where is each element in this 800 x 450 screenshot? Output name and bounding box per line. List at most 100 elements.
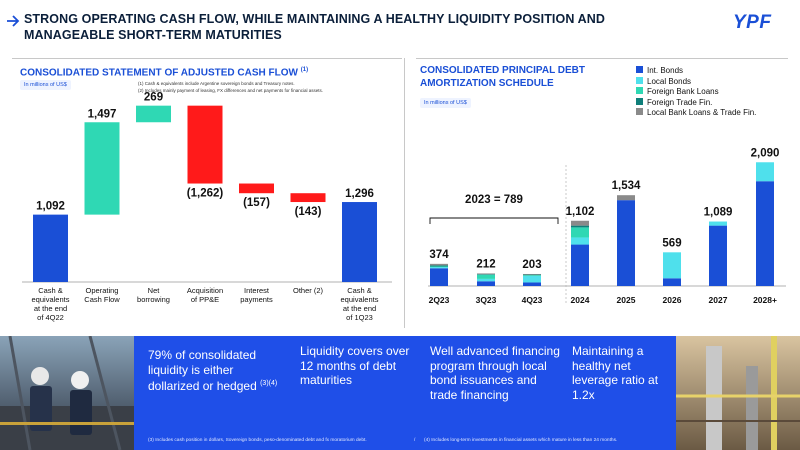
debt-bar-2028-local-bonds [756,162,774,182]
statement-liquidity-coverage: Liquidity covers over 12 months of debt … [300,344,410,387]
debt-category-label: 2028+ [753,295,777,305]
waterfall-value-label: (143) [295,206,322,218]
band-footnote-3: (3) Includes cash position in dollars, S… [148,438,367,443]
statement-liquidity-dollarized: 79% of consolidated liquidity is either … [148,348,288,394]
waterfall-value-label: 1,296 [345,188,374,200]
oil-workers-photo [0,336,134,450]
debt-schedule-units-badge: In millions of US$ [420,98,471,108]
vertical-divider [404,58,405,328]
legend-label: Local Bonds [647,76,692,86]
debt-bar-3q23-int-bonds [477,281,495,286]
debt-bar-2024-foreign-trade-fin [571,225,589,228]
legend-item-int-bonds: Int. Bonds [636,66,683,76]
band-footnote-separator: / [414,438,416,443]
waterfall-category-label: Cash & equivalents at the end of 1Q23 [341,286,379,322]
debt-amortization-chart: 374 2Q23 212 3Q23 203 4Q23 1,102 2024 1,534 2025 5… [428,147,786,305]
debt-bar-2028-int-bonds [756,181,774,286]
waterfall-bar-acquisition-of-pp-e [187,105,223,184]
waterfall-value-label: 1,092 [36,201,65,213]
cash-flow-waterfall-chart: 1,092 Cash & equivalents at the end of 4Q22 1… [22,92,392,322]
debt-bar-3q23-foreign-bank-loans [477,274,495,279]
debt-bar-2024-int-bonds [571,244,589,286]
statement-financing-program: Well advanced financing program through … [430,344,560,402]
debt-bar-2q23-foreign-trade-fin [430,265,448,267]
waterfall-bar-other-2 [290,193,326,203]
arrow-right-icon [7,15,20,27]
debt-bar-2027-int-bonds [709,225,727,286]
debt-bar-2q23-local-bank-loans-trade-fin [430,263,448,266]
waterfall-category-label: Net borrowing [137,286,170,304]
page-title: STRONG OPERATING CASH FLOW, WHILE MAINTA… [24,12,605,42]
debt-bar-2025-local-bank-loans-trade-fin [617,195,635,201]
debt-bar-2q23-foreign-bank-loans [430,266,448,268]
left-section-divider [12,58,402,59]
debt-category-label: 2Q23 [429,295,450,305]
debt-2023-bracket [429,217,559,224]
debt-total-label: 569 [662,237,681,249]
debt-2023-annotation: 2023 = 789 [465,194,523,206]
legend-swatch [636,97,643,105]
refinery-photo [676,336,800,450]
waterfall-category-label: Interest payments [240,286,273,304]
debt-category-label: 4Q23 [522,295,543,305]
waterfall-bar-cash-equivalents-at-the-end-of-4q22 [33,214,68,282]
legend-swatch [636,87,643,94]
debt-bar-2025-int-bonds [617,200,635,286]
waterfall-value-label: (1,262) [187,188,224,200]
debt-category-label: 2026 [663,295,682,305]
debt-category-label: 2025 [617,295,636,305]
waterfall-value-label: 1,497 [88,108,117,120]
statement-liquidity-dollarized-text: 79% of consolidated liquidity is either … [148,348,257,393]
debt-bar-4q23-int-bonds [523,282,541,286]
debt-bar-4q23-foreign-trade-fin [523,274,541,276]
debt-total-label: 1,102 [566,206,595,218]
waterfall-category-label: Operating Cash Flow [84,286,120,304]
legend-item-foreign-bank-loans: Foreign Bank Loans [636,87,719,97]
footnote-2: (2) Includes mainly payment of leasing, … [138,88,324,93]
statement-liquidity-dollarized-note: (3)(4) [260,380,278,387]
right-section-divider [416,58,788,59]
debt-bar-2024-local-bank-loans-trade-fin [571,220,589,226]
debt-total-label: 203 [522,259,541,271]
debt-total-label: 212 [476,258,495,270]
debt-bar-2q23-int-bonds [430,268,448,286]
debt-category-label: 3Q23 [476,295,497,305]
debt-bar-4q23-local-bonds [523,275,541,283]
debt-bar-3q23-foreign-trade-fin [477,274,495,275]
waterfall-bar-operating-cash-flow [84,122,120,215]
waterfall-bar-interest-payments [239,183,274,194]
cash-flow-title: CONSOLIDATED STATEMENT OF ADJUSTED CASH … [20,64,380,79]
debt-category-label: 2027 [709,295,728,305]
legend-swatch [636,66,643,73]
legend-label: Int. Bonds [647,66,684,75]
waterfall-category-label: Cash & equivalents at the end of 4Q22 [32,286,70,322]
ypf-logo: YPF [733,12,772,33]
waterfall-value-label: 269 [144,92,163,104]
debt-bar-3q23-local-bank-loans-trade-fin [477,273,495,275]
statement-net-leverage: Maintaining a healthy net leverage ratio… [572,344,659,402]
debt-bar-4q23-foreign-bank-loans [523,275,541,276]
waterfall-category-label: Acquisition of PP&E [187,286,223,304]
debt-total-label: 1,534 [612,180,641,192]
legend-item-foreign-trade-fin: Foreign Trade Fin. [636,97,713,108]
legend-swatch [636,108,643,115]
waterfall-value-label: (157) [243,197,270,209]
debt-bar-2024-local-bonds [571,237,589,245]
debt-bar-2q23-local-bonds [430,267,448,269]
debt-total-label: 1,089 [704,207,733,219]
debt-total-label: 2,090 [751,147,780,159]
band-footnote-4: (4) Includes long-term investments in fi… [424,438,618,443]
waterfall-bar-cash-equivalents-at-the-end-of-1q23 [342,202,377,282]
legend-label: Local Bank Loans & Trade Fin. [647,108,757,117]
debt-bar-4q23-local-bank-loans-trade-fin [523,273,541,275]
debt-bar-2026-local-bonds [663,252,681,279]
debt-bar-2024-foreign-bank-loans [571,227,589,238]
debt-bar-3q23-local-bonds [477,278,495,282]
waterfall-bar-net-borrowing [136,105,171,123]
cash-flow-title-text: CONSOLIDATED STATEMENT OF ADJUSTED CASH … [20,67,298,79]
cash-flow-title-note: (1) [300,67,309,73]
debt-bar-2026-int-bonds [663,278,681,286]
debt-bar-2027-local-bonds [709,221,727,226]
legend-label: Foreign Trade Fin. [647,97,713,107]
legend-swatch [636,76,643,84]
